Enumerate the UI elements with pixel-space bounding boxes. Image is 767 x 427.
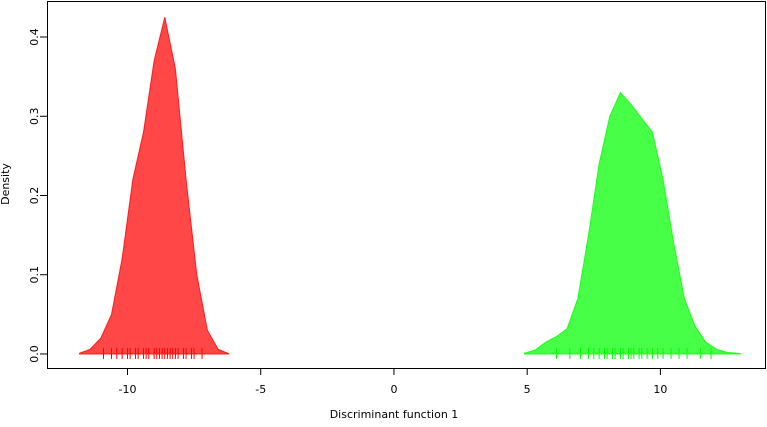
x-tick-label: -5 (255, 383, 266, 396)
density-area (524, 91, 741, 355)
x-tick-label: 0 (390, 383, 397, 396)
y-tick-label: 0.0 (28, 345, 41, 363)
x-tick-label: 10 (653, 383, 667, 396)
y-tick-label: 0.4 (28, 28, 41, 46)
x-tick-label: -10 (118, 383, 136, 396)
y-axis-label: Density (0, 163, 12, 205)
x-tick-label: 5 (524, 383, 531, 396)
density-area (79, 17, 230, 355)
x-axis-label: Discriminant function 1 (330, 408, 459, 421)
plot-box (47, 1, 766, 369)
y-tick-label: 0.2 (28, 187, 41, 205)
y-tick-label: 0.3 (28, 107, 41, 125)
y-tick-label: 0.1 (28, 266, 41, 284)
